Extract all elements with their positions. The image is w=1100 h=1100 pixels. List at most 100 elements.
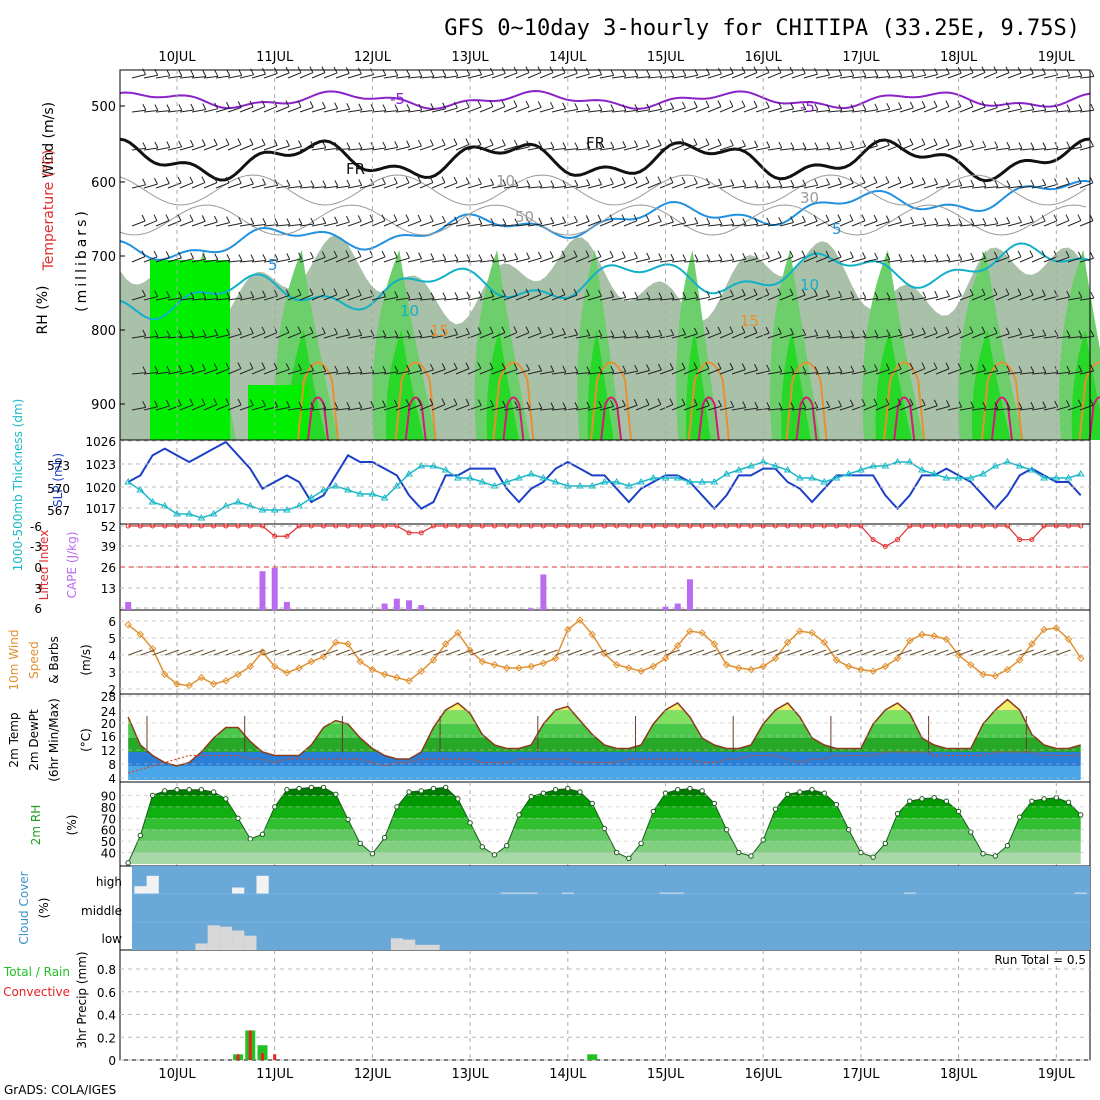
upper-wind-barb [323,408,338,411]
upper-wind-barb-flag [1054,178,1058,185]
rh-point [675,787,681,793]
upper-wind-barb-flag [717,362,722,369]
rh-point [833,801,840,808]
upper-wind-barb [971,257,986,263]
upper-wind-barb-flag [322,141,327,149]
upper-wind-barb [959,369,974,375]
upper-wind-barb [227,368,242,375]
upper-wind-barb [671,222,686,227]
upper-ytick-label: 800 [91,324,116,339]
wind-speed-point [881,662,890,671]
wind-speed-point [234,670,242,679]
upper-wind-barb [599,183,614,189]
upper-wind-barb-flag [849,214,854,221]
rh-point [662,790,669,796]
upper-wind-barb [899,222,914,227]
cloud-label: Cloud Cover [17,871,31,944]
upper-wind-barb-flag [466,254,471,261]
upper-wind-barb-flag [465,101,470,108]
lifted-index-point [492,523,498,529]
thickness-point [1040,474,1048,481]
lifted-index-point [931,523,937,529]
upper-wind-barb [335,185,350,189]
upper-wind-barb [683,260,698,263]
upper-wind-barb [419,144,434,151]
upper-wind-barb-flag [742,218,747,225]
cape-tick-label: 13 [101,582,116,596]
upper-wind-barb [575,372,590,375]
upper-wind-barb-flag [1030,366,1035,373]
upper-wind-barb-flag [861,398,866,406]
upper-wind-barb-flag [837,214,842,221]
upper-wind-barb [863,76,878,79]
upper-wind-barb [611,182,626,189]
upper-wind-barb [335,148,350,151]
date-label-bottom: 19JUL [1038,1067,1076,1082]
upper-wind-barb [167,370,182,375]
upper-wind-barb [347,294,362,301]
upper-wind-barb [179,145,194,151]
upper-wind-barb-flag [285,363,290,370]
upper-wind-barb-flag [213,398,218,405]
upper-wind-barb [1043,109,1058,113]
slp-line [127,440,1082,511]
upper-wind-barb [707,144,722,151]
upper-wind-barb-flag [333,327,338,335]
upper-wind-barb-flag [969,326,974,333]
upper-wind-barb-flag [909,398,914,405]
upper-wind-barb-flag [478,217,483,225]
upper-wind-barb [287,369,302,375]
upper-wind-barb [779,147,794,151]
upper-wind-barb [203,334,218,339]
upper-wind-barb-flag [801,215,806,223]
upper-wind-barb-flag [969,288,974,296]
upper-wind-barb [587,220,602,227]
upper-wind-barb-flag [490,254,495,261]
upper-wind-barb [791,185,806,189]
lifted-index-point [895,537,901,543]
upper-wind-barb-flag [442,253,447,261]
upper-wind-barb-flag [154,330,159,337]
upper-wind-barb-flag [946,400,950,407]
rh-point [577,789,583,795]
upper-wind-barb [659,404,674,411]
upper-wind-barb-flag [142,329,147,337]
upper-wind-barb [827,147,842,151]
upper-wind-barb [287,258,302,263]
upper-wind-barb-flag [634,291,639,299]
upper-wind-barb [431,404,446,411]
upper-wind-barb-flag [598,142,603,149]
upper-wind-barb [923,260,938,263]
upper-wind-barb [131,295,146,301]
upper-wind-barb [1055,335,1070,339]
upper-wind-barb [203,368,218,375]
rh-wet-column [386,330,425,440]
wind-speed-point [161,670,169,679]
upper-wind-barb [455,144,470,151]
upper-wind-barb [263,144,278,151]
thickness-point [954,474,963,481]
upper-wind-barb [647,335,662,339]
upper-wind-barb-flag [453,138,458,145]
upper-wind-barb [275,294,290,301]
upper-wind-barb [311,222,326,227]
date-label-bottom: 17JUL [842,1067,880,1082]
upper-wind-barb-flag [598,178,603,185]
rh-point [1065,799,1072,805]
upper-wind-barb [299,186,314,189]
upper-wind-barb-flag [358,142,363,149]
wind-speed-point [454,629,462,637]
date-label-top: 15JUL [647,50,685,65]
upper-wind-barb [839,146,854,151]
lifted-index-point [150,523,156,529]
rh-wet-column [486,330,520,440]
upper-wind-barb [251,259,266,263]
wind-label-a: 10m Wind [7,630,21,691]
upper-wind-barb [275,258,290,263]
lifted-index-point [540,523,546,529]
high-cloud-bar [1074,892,1087,894]
upper-wind-barb-flag [826,366,831,373]
cloud-level-middle: middle [81,904,122,918]
thickness-point [515,474,523,481]
upper-wind-barb-flag [1041,289,1046,296]
